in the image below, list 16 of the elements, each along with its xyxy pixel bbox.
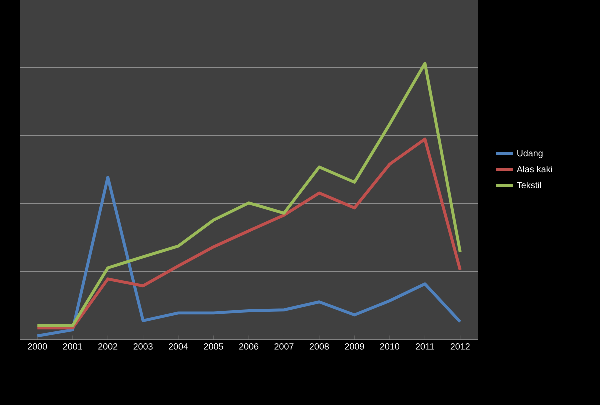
x-tick-label: 2009	[345, 344, 364, 350]
x-tick-label: 2010	[380, 344, 400, 350]
x-tick-label: 2000	[28, 344, 48, 350]
legend-label: Alas kaki	[516, 166, 552, 173]
legend-label: Udang	[518, 150, 543, 158]
x-tick-label: 2003	[134, 344, 153, 350]
x-tick-label: 2006	[239, 344, 259, 350]
x-tick-label: 2007	[274, 344, 294, 350]
x-tick-label: 2008	[310, 344, 330, 350]
x-tick-label: 2004	[169, 344, 188, 350]
legend-label: Tekstil	[517, 182, 542, 189]
x-tick-label: 2001	[63, 344, 82, 350]
x-tick-label: 2002	[98, 344, 118, 350]
x-tick-label: 2012	[450, 344, 470, 350]
x-tick-label: 2005	[204, 344, 224, 350]
x-tick-label: 2011	[416, 344, 434, 350]
